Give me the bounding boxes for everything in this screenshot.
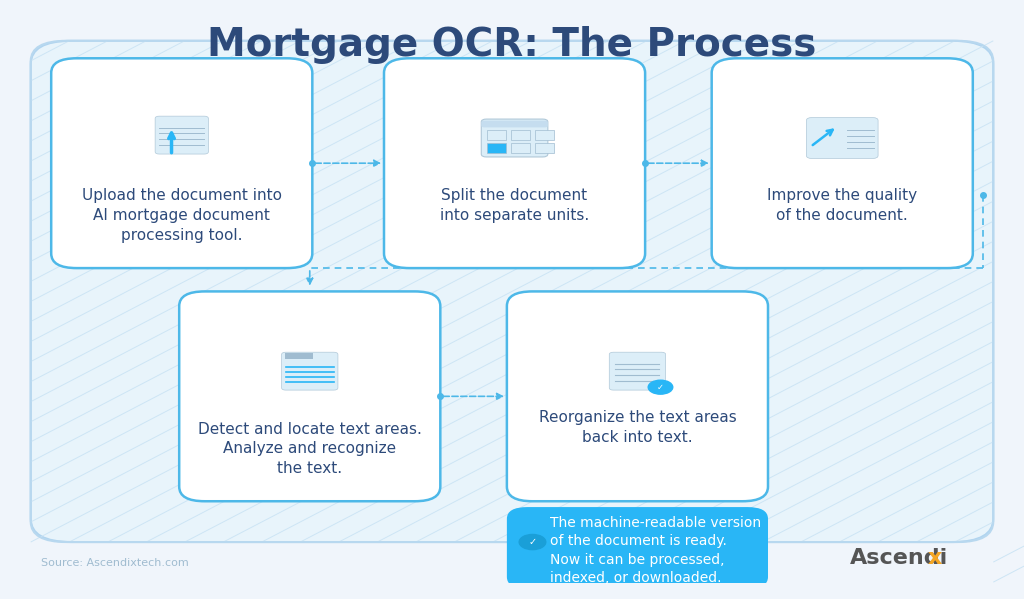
FancyBboxPatch shape xyxy=(31,41,993,542)
Circle shape xyxy=(648,380,673,394)
Text: ✓: ✓ xyxy=(528,537,537,547)
FancyBboxPatch shape xyxy=(285,353,313,359)
Text: The machine-readable version
of the document is ready.
Now it can be processed,
: The machine-readable version of the docu… xyxy=(550,516,761,585)
Text: x: x xyxy=(928,548,942,568)
Text: Improve the quality
of the document.: Improve the quality of the document. xyxy=(767,188,918,223)
FancyBboxPatch shape xyxy=(487,130,506,140)
FancyBboxPatch shape xyxy=(535,130,554,140)
FancyBboxPatch shape xyxy=(807,117,878,158)
FancyBboxPatch shape xyxy=(481,120,548,128)
Text: Source: Ascendixtech.com: Source: Ascendixtech.com xyxy=(41,558,188,568)
FancyBboxPatch shape xyxy=(535,143,554,153)
FancyBboxPatch shape xyxy=(481,119,548,157)
Text: Detect and locate text areas.
Analyze and recognize
the text.: Detect and locate text areas. Analyze an… xyxy=(198,422,422,476)
FancyBboxPatch shape xyxy=(179,292,440,501)
FancyBboxPatch shape xyxy=(507,292,768,501)
FancyBboxPatch shape xyxy=(384,58,645,268)
FancyBboxPatch shape xyxy=(51,58,312,268)
Text: Mortgage OCR: The Process: Mortgage OCR: The Process xyxy=(207,26,817,64)
Circle shape xyxy=(519,534,546,550)
FancyBboxPatch shape xyxy=(511,130,529,140)
FancyBboxPatch shape xyxy=(511,143,529,153)
FancyBboxPatch shape xyxy=(156,116,209,154)
Text: ✓: ✓ xyxy=(657,383,664,392)
Text: Reorganize the text areas
back into text.: Reorganize the text areas back into text… xyxy=(539,410,736,444)
FancyBboxPatch shape xyxy=(487,143,506,153)
Text: Upload the document into
AI mortgage document
processing tool.: Upload the document into AI mortgage doc… xyxy=(82,188,282,243)
FancyBboxPatch shape xyxy=(282,352,338,390)
FancyBboxPatch shape xyxy=(507,507,768,589)
Text: Split the document
into separate units.: Split the document into separate units. xyxy=(440,188,589,223)
FancyBboxPatch shape xyxy=(712,58,973,268)
FancyBboxPatch shape xyxy=(609,352,666,390)
Text: Ascendi: Ascendi xyxy=(850,548,948,568)
